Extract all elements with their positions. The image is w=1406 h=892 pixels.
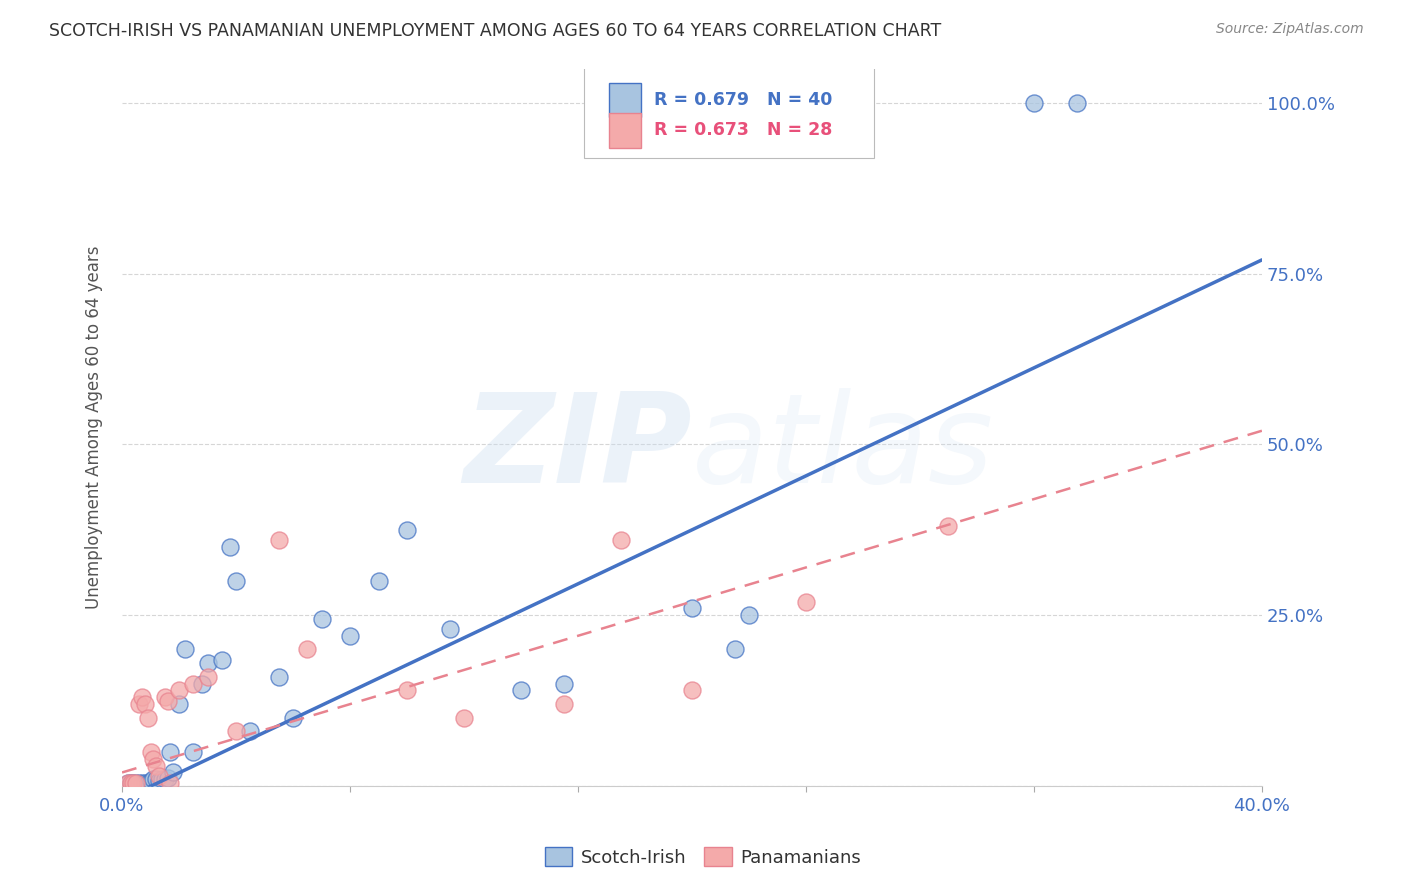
Point (142, 752, 165, 766)
Point (125, 775, 148, 789)
Point (211, 653, 233, 667)
Point (136, 711, 159, 725)
Point (167, 697, 190, 711)
Point (553, 676, 575, 690)
Text: R = 0.673   N = 28: R = 0.673 N = 28 (654, 121, 832, 139)
Point (139, 773, 162, 788)
Point (219, 540, 242, 554)
Point (128, 775, 150, 789)
Point (128, 697, 150, 711)
Point (162, 765, 184, 780)
Point (724, 642, 747, 657)
Point (131, 690, 153, 705)
Y-axis label: Unemployment Among Ages 60 to 64 years: Unemployment Among Ages 60 to 64 years (86, 245, 103, 609)
Point (122, 775, 145, 789)
Point (145, 758, 167, 772)
Point (197, 656, 219, 670)
Point (156, 771, 179, 785)
Point (134, 697, 156, 711)
Point (122, 775, 145, 789)
Text: Source: ZipAtlas.com: Source: ZipAtlas.com (1216, 22, 1364, 37)
Point (681, 601, 703, 615)
Point (173, 642, 195, 657)
Point (159, 775, 181, 789)
Point (510, 683, 533, 698)
Point (453, 711, 475, 725)
Point (297, 642, 319, 657)
Point (225, 574, 247, 588)
Point (191, 676, 214, 690)
Point (156, 694, 179, 708)
Text: atlas: atlas (692, 388, 994, 509)
Point (181, 676, 204, 690)
Point (145, 772, 167, 787)
Point (267, 533, 290, 547)
Point (125, 775, 148, 789)
Point (225, 724, 247, 739)
Point (239, 724, 262, 739)
FancyBboxPatch shape (609, 113, 641, 148)
Point (148, 769, 170, 783)
Point (738, 608, 761, 623)
Point (609, 533, 631, 547)
Point (938, 519, 960, 533)
Text: R = 0.679   N = 40: R = 0.679 N = 40 (654, 91, 832, 109)
Point (794, 594, 817, 608)
Point (1066, 95, 1088, 110)
Point (339, 629, 361, 643)
Point (136, 775, 159, 789)
Point (153, 690, 176, 705)
Point (148, 773, 170, 788)
Point (181, 745, 204, 759)
Point (1022, 95, 1045, 110)
Point (117, 775, 139, 789)
Point (131, 775, 153, 789)
Point (311, 612, 333, 626)
Point (681, 683, 703, 698)
Point (267, 670, 290, 684)
Point (120, 775, 142, 789)
Point (197, 670, 219, 684)
Point (167, 683, 190, 698)
Point (120, 775, 142, 789)
Point (150, 772, 173, 787)
Point (153, 772, 176, 787)
FancyBboxPatch shape (583, 62, 875, 158)
Point (367, 574, 389, 588)
Point (117, 775, 139, 789)
Text: SCOTCH-IRISH VS PANAMANIAN UNEMPLOYMENT AMONG AGES 60 TO 64 YEARS CORRELATION CH: SCOTCH-IRISH VS PANAMANIAN UNEMPLOYMENT … (49, 22, 942, 40)
Point (139, 745, 162, 759)
FancyBboxPatch shape (609, 83, 641, 117)
Point (159, 745, 181, 759)
Point (134, 775, 156, 789)
Text: ZIP: ZIP (463, 388, 692, 509)
Legend: Scotch-Irish, Panamanians: Scotch-Irish, Panamanians (537, 840, 869, 874)
Point (142, 772, 165, 787)
Point (553, 697, 575, 711)
Point (439, 622, 461, 636)
Point (281, 711, 304, 725)
Point (395, 523, 418, 537)
Point (395, 683, 418, 698)
